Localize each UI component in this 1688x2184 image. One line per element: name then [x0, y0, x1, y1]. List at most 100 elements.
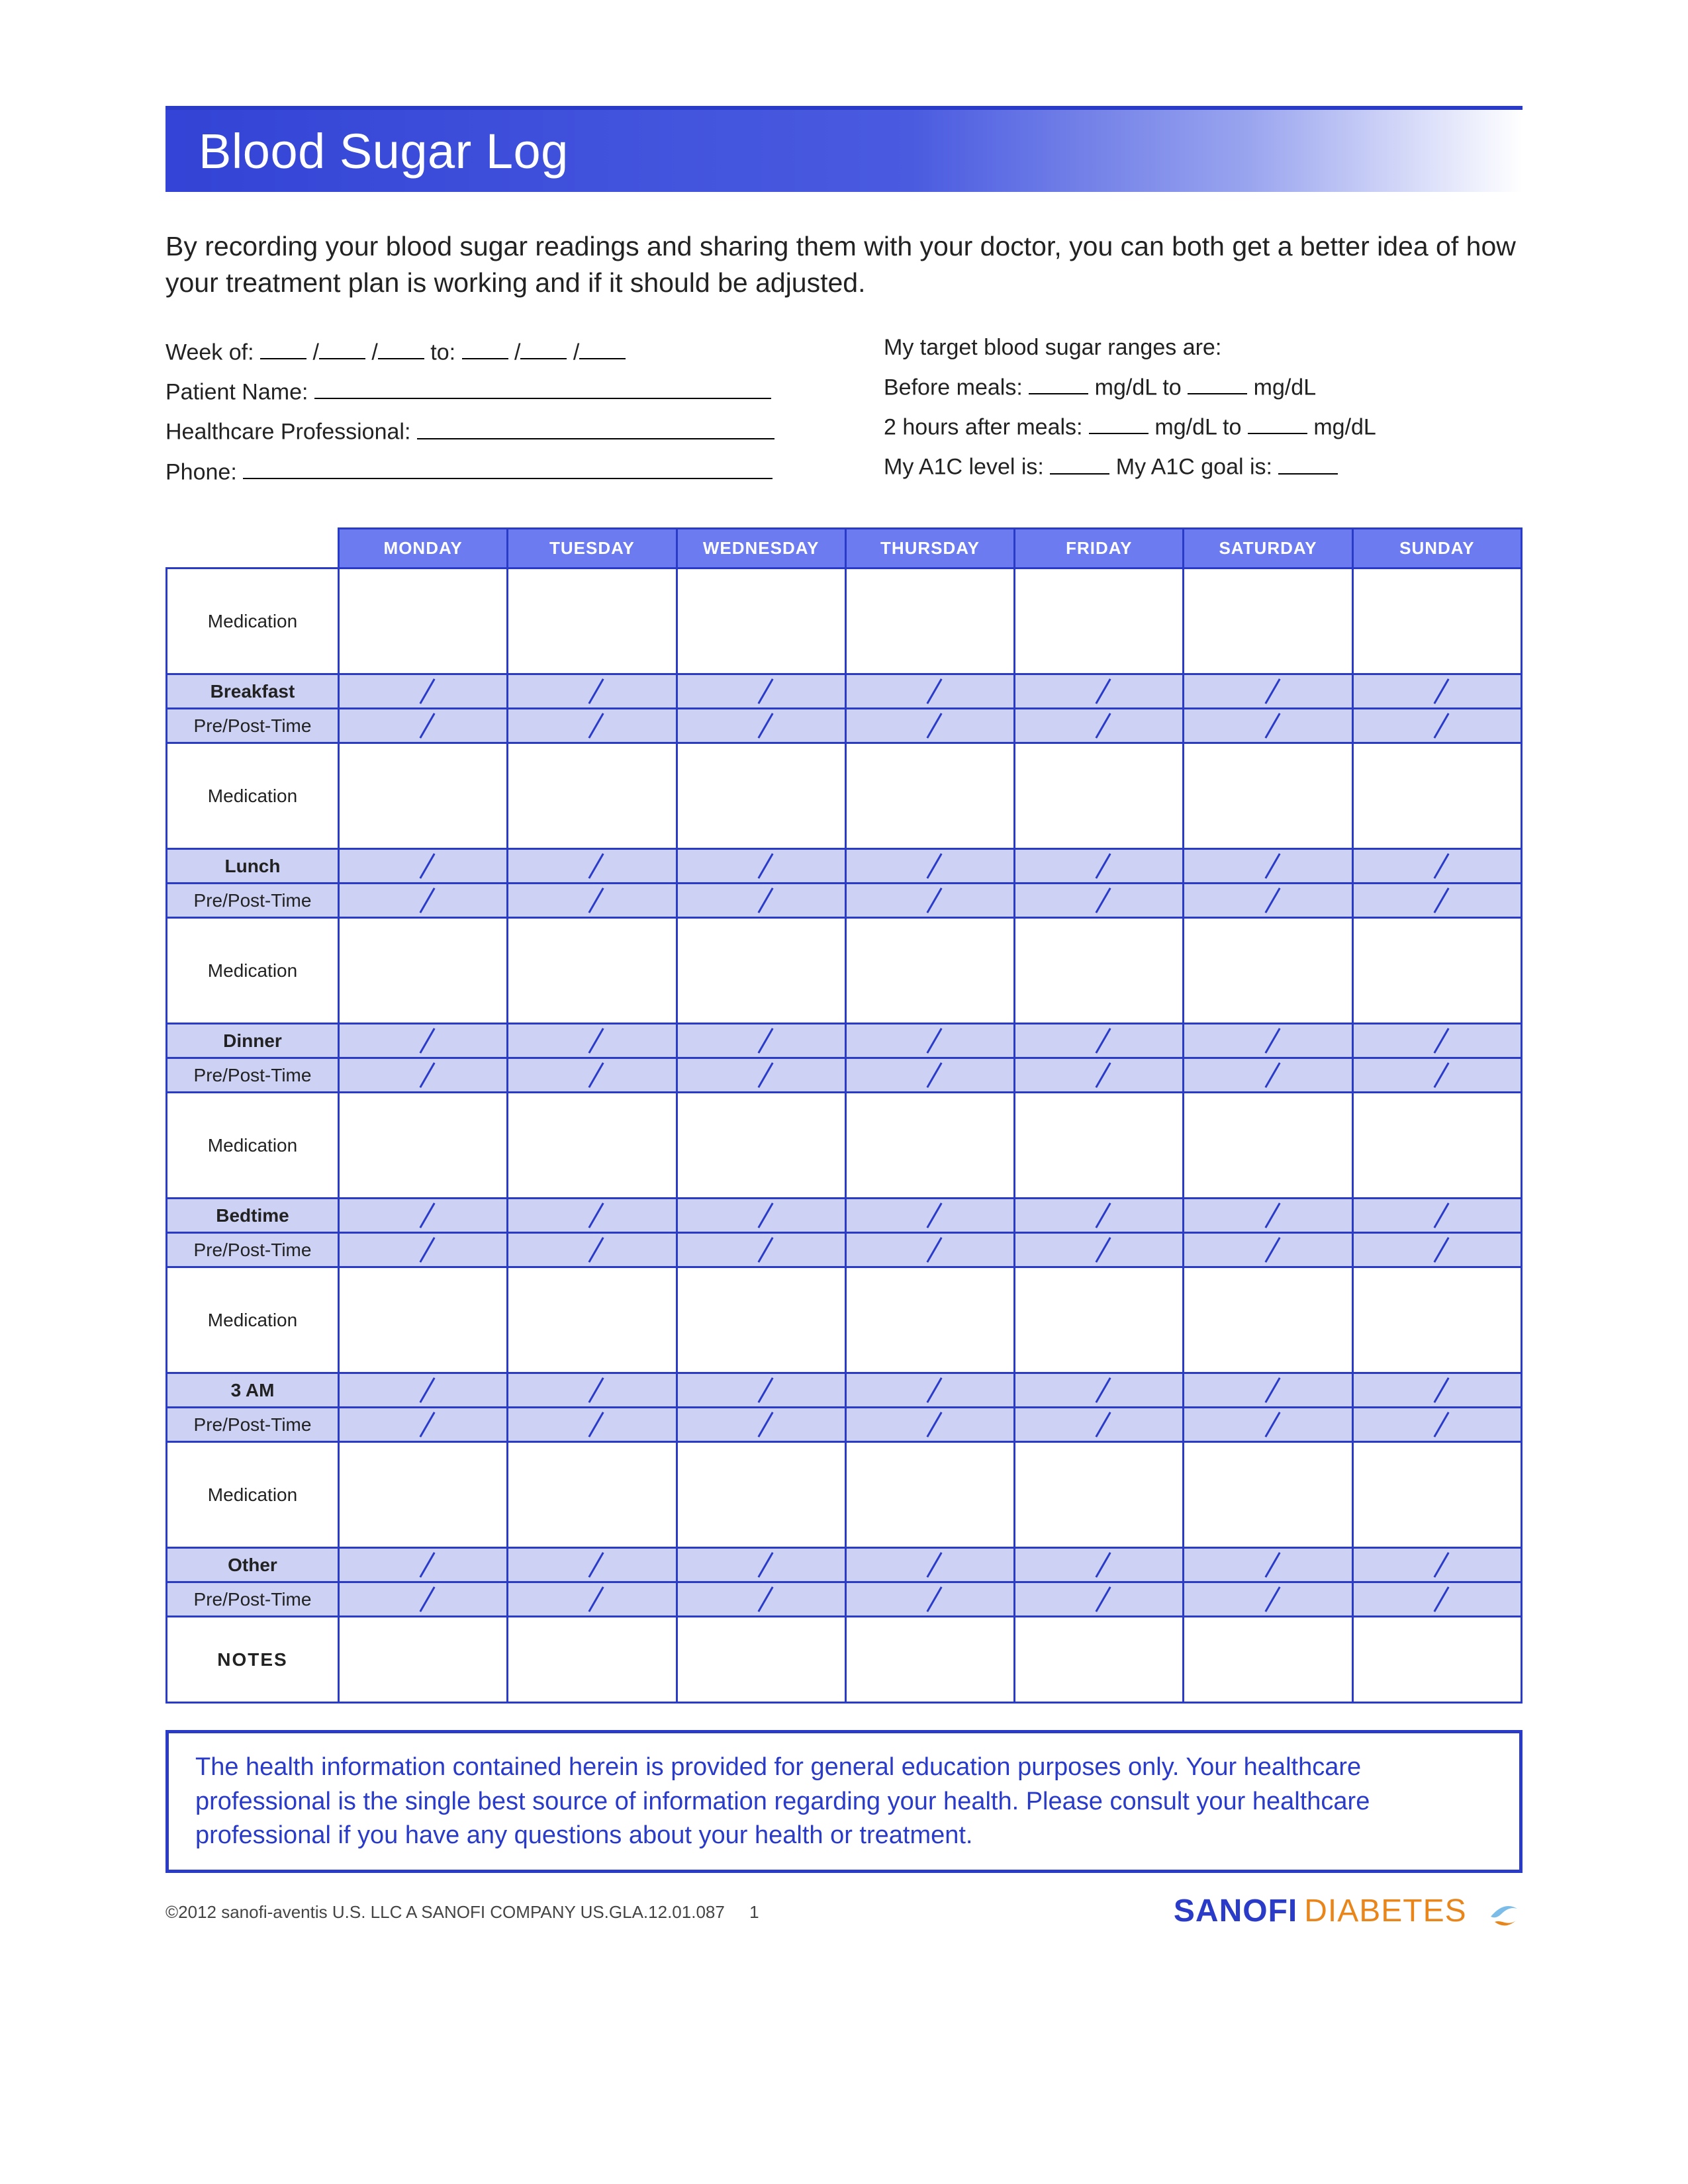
- entry-cell[interactable]: [845, 1199, 1014, 1233]
- entry-cell[interactable]: [845, 884, 1014, 918]
- entry-cell[interactable]: [508, 884, 677, 918]
- entry-cell[interactable]: [1184, 1233, 1352, 1267]
- entry-cell[interactable]: [677, 674, 845, 709]
- entry-cell[interactable]: [508, 1617, 677, 1703]
- entry-cell[interactable]: [1015, 1373, 1184, 1408]
- entry-cell[interactable]: [1015, 709, 1184, 743]
- entry-cell[interactable]: [677, 569, 845, 674]
- entry-cell[interactable]: [1352, 569, 1521, 674]
- entry-cell[interactable]: [339, 1093, 508, 1199]
- entry-cell[interactable]: [845, 1058, 1014, 1093]
- entry-cell[interactable]: [1015, 1548, 1184, 1582]
- entry-cell[interactable]: [677, 743, 845, 849]
- entry-cell[interactable]: [1352, 918, 1521, 1024]
- entry-cell[interactable]: [508, 849, 677, 884]
- entry-cell[interactable]: [677, 1024, 845, 1058]
- entry-cell[interactable]: [1352, 1024, 1521, 1058]
- entry-cell[interactable]: [339, 743, 508, 849]
- entry-cell[interactable]: [508, 743, 677, 849]
- entry-cell[interactable]: [1015, 1267, 1184, 1373]
- entry-cell[interactable]: [845, 1617, 1014, 1703]
- entry-cell[interactable]: [1352, 1267, 1521, 1373]
- entry-cell[interactable]: [845, 1373, 1014, 1408]
- entry-cell[interactable]: [845, 1233, 1014, 1267]
- entry-cell[interactable]: [845, 1548, 1014, 1582]
- entry-cell[interactable]: [677, 1408, 845, 1442]
- entry-cell[interactable]: [677, 1548, 845, 1582]
- entry-cell[interactable]: [677, 1582, 845, 1617]
- entry-cell[interactable]: [508, 1093, 677, 1199]
- entry-cell[interactable]: [339, 569, 508, 674]
- entry-cell[interactable]: [1184, 674, 1352, 709]
- entry-cell[interactable]: [339, 1582, 508, 1617]
- entry-cell[interactable]: [508, 1582, 677, 1617]
- entry-cell[interactable]: [845, 743, 1014, 849]
- entry-cell[interactable]: [508, 918, 677, 1024]
- entry-cell[interactable]: [1352, 743, 1521, 849]
- entry-cell[interactable]: [1184, 1617, 1352, 1703]
- entry-cell[interactable]: [339, 1617, 508, 1703]
- entry-cell[interactable]: [845, 674, 1014, 709]
- entry-cell[interactable]: [1015, 849, 1184, 884]
- entry-cell[interactable]: [339, 918, 508, 1024]
- entry-cell[interactable]: [1184, 743, 1352, 849]
- entry-cell[interactable]: [508, 1442, 677, 1548]
- entry-cell[interactable]: [1352, 1233, 1521, 1267]
- entry-cell[interactable]: [1352, 849, 1521, 884]
- entry-cell[interactable]: [1352, 1058, 1521, 1093]
- entry-cell[interactable]: [1015, 1617, 1184, 1703]
- entry-cell[interactable]: [1184, 918, 1352, 1024]
- entry-cell[interactable]: [1015, 1233, 1184, 1267]
- entry-cell[interactable]: [1184, 1373, 1352, 1408]
- entry-cell[interactable]: [1184, 1582, 1352, 1617]
- entry-cell[interactable]: [508, 1024, 677, 1058]
- entry-cell[interactable]: [339, 884, 508, 918]
- entry-cell[interactable]: [1015, 1024, 1184, 1058]
- entry-cell[interactable]: [1184, 849, 1352, 884]
- entry-cell[interactable]: [508, 1233, 677, 1267]
- entry-cell[interactable]: [1184, 1442, 1352, 1548]
- entry-cell[interactable]: [1184, 1267, 1352, 1373]
- entry-cell[interactable]: [677, 1617, 845, 1703]
- entry-cell[interactable]: [508, 1267, 677, 1373]
- entry-cell[interactable]: [1015, 674, 1184, 709]
- entry-cell[interactable]: [1184, 1024, 1352, 1058]
- entry-cell[interactable]: [508, 674, 677, 709]
- entry-cell[interactable]: [1352, 1093, 1521, 1199]
- entry-cell[interactable]: [1184, 1408, 1352, 1442]
- entry-cell[interactable]: [677, 1058, 845, 1093]
- entry-cell[interactable]: [677, 918, 845, 1024]
- entry-cell[interactable]: [1015, 1199, 1184, 1233]
- entry-cell[interactable]: [1184, 1548, 1352, 1582]
- entry-cell[interactable]: [339, 1373, 508, 1408]
- entry-cell[interactable]: [1015, 569, 1184, 674]
- entry-cell[interactable]: [1352, 884, 1521, 918]
- entry-cell[interactable]: [508, 1199, 677, 1233]
- entry-cell[interactable]: [677, 1373, 845, 1408]
- entry-cell[interactable]: [339, 709, 508, 743]
- entry-cell[interactable]: [508, 1548, 677, 1582]
- entry-cell[interactable]: [339, 1408, 508, 1442]
- entry-cell[interactable]: [508, 569, 677, 674]
- entry-cell[interactable]: [845, 1408, 1014, 1442]
- entry-cell[interactable]: [845, 1442, 1014, 1548]
- entry-cell[interactable]: [1015, 1093, 1184, 1199]
- entry-cell[interactable]: [845, 1267, 1014, 1373]
- entry-cell[interactable]: [845, 849, 1014, 884]
- entry-cell[interactable]: [508, 1373, 677, 1408]
- entry-cell[interactable]: [339, 1548, 508, 1582]
- entry-cell[interactable]: [1015, 743, 1184, 849]
- entry-cell[interactable]: [845, 918, 1014, 1024]
- entry-cell[interactable]: [845, 709, 1014, 743]
- entry-cell[interactable]: [1015, 1058, 1184, 1093]
- entry-cell[interactable]: [845, 1024, 1014, 1058]
- entry-cell[interactable]: [1184, 569, 1352, 674]
- entry-cell[interactable]: [677, 1233, 845, 1267]
- entry-cell[interactable]: [1184, 884, 1352, 918]
- entry-cell[interactable]: [1352, 709, 1521, 743]
- entry-cell[interactable]: [339, 849, 508, 884]
- entry-cell[interactable]: [845, 1582, 1014, 1617]
- entry-cell[interactable]: [339, 674, 508, 709]
- entry-cell[interactable]: [677, 1093, 845, 1199]
- entry-cell[interactable]: [677, 1199, 845, 1233]
